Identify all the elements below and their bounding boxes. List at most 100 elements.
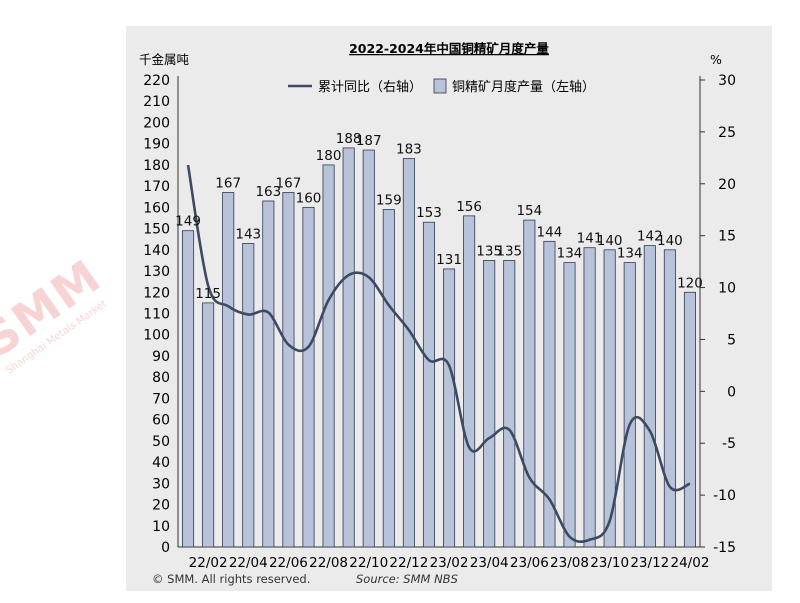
y-left-tick-label: 0 (161, 540, 170, 556)
y-left-tick-label: 130 (143, 264, 170, 280)
left-axis-unit: 千金属吨 (139, 52, 190, 67)
y-left-tick-label: 30 (152, 476, 170, 492)
x-tick-label: 23/10 (590, 555, 629, 571)
y-left-tick-label: 180 (143, 158, 170, 174)
bar-data-label: 144 (537, 224, 563, 240)
x-tick-label: 23/02 (430, 555, 469, 571)
bar (402, 158, 415, 548)
y-left-tick-label: 40 (152, 455, 170, 471)
bar-data-label: 134 (617, 246, 643, 262)
bar-data-label: 183 (396, 142, 422, 158)
y-left-tick-label: 100 (143, 328, 170, 344)
x-tick-label: 22/12 (389, 555, 428, 571)
y-left-tick-label: 220 (143, 73, 170, 89)
y-left-tick-label: 70 (152, 391, 170, 407)
bar (222, 192, 235, 548)
bar (683, 291, 696, 548)
bar (483, 260, 496, 548)
y-left-tick-label: 200 (143, 115, 170, 131)
y-left-tick-label: 90 (152, 349, 170, 365)
bar (382, 209, 395, 548)
bar-data-label: 167 (276, 176, 302, 192)
bar (202, 302, 215, 548)
y-left-tick-label: 10 (152, 519, 170, 535)
y-right-tick-label: 0 (727, 384, 736, 400)
y-left-tick-label: 140 (143, 243, 170, 259)
bar-data-label: 143 (235, 226, 261, 242)
y-left-tick-label: 20 (152, 498, 170, 514)
y-left-tick-label: 210 (143, 94, 170, 110)
bar-data-label: 180 (316, 148, 342, 164)
bar (262, 200, 275, 548)
copyright-text: © SMM. All rights reserved. (152, 572, 310, 586)
bar (282, 192, 295, 548)
bar (242, 243, 255, 548)
bar (543, 240, 556, 548)
bar-data-label: 188 (336, 131, 362, 147)
bar-data-label: 149 (175, 214, 201, 230)
bar-data-label: 140 (657, 233, 683, 249)
chart-title: 2022-2024年中国铜精矿月度产量 (349, 41, 549, 56)
x-tick-label: 23/06 (510, 555, 549, 571)
bar-data-label: 135 (476, 243, 502, 259)
y-right-tick-label: -5 (722, 436, 736, 452)
cumulative-yoy-line (186, 164, 691, 543)
bar-data-label: 120 (677, 275, 703, 291)
x-tick-label: 24/02 (671, 555, 710, 571)
bar (503, 260, 516, 548)
bar-data-label: 140 (597, 233, 623, 249)
x-tick-label: 23/08 (550, 555, 589, 571)
x-tick-label: 22/02 (189, 555, 228, 571)
y-left-tick-label: 150 (143, 222, 170, 238)
right-axis-unit: % (710, 52, 722, 67)
bar-data-label: 167 (215, 176, 241, 192)
x-tick-label: 22/08 (309, 555, 348, 571)
legend-bar-swatch (433, 78, 447, 94)
bar-data-label: 134 (557, 246, 583, 262)
y-right-tick-label: 15 (718, 229, 736, 245)
y-left-tick-label: 60 (152, 413, 170, 429)
y-right-tick-label: 10 (718, 281, 736, 297)
bar-data-label: 131 (436, 252, 462, 268)
bar-data-label: 160 (296, 190, 322, 206)
source-text: Source: SMM NBS (356, 572, 458, 586)
bar (422, 221, 435, 548)
y-right-tick-label: 5 (727, 332, 736, 348)
y-left-tick-label: 160 (143, 200, 170, 216)
bar-data-label: 142 (637, 229, 663, 245)
bar (623, 262, 636, 548)
y-right-tick-label: 25 (718, 125, 736, 141)
x-tick-label: 23/12 (630, 555, 669, 571)
bar-data-label: 159 (376, 192, 402, 208)
bar-data-label: 156 (456, 199, 482, 215)
bar (603, 249, 616, 548)
bar (302, 206, 315, 548)
bar-data-label: 163 (255, 184, 281, 200)
bar (342, 147, 355, 548)
bar-data-label: 135 (496, 243, 522, 259)
bar (663, 249, 676, 548)
y-right-tick-label: 30 (718, 73, 736, 89)
bar-data-label: 141 (577, 231, 603, 247)
bar (443, 268, 456, 548)
bar (362, 149, 375, 548)
y-right-tick-label: -15 (713, 540, 736, 556)
bar (463, 215, 476, 548)
y-left-tick-label: 170 (143, 179, 170, 195)
bar (322, 164, 335, 548)
bar (182, 230, 195, 548)
x-tick-label: 22/10 (349, 555, 388, 571)
bar-data-label: 187 (356, 133, 382, 149)
y-left-tick-label: 80 (152, 370, 170, 386)
y-left-tick-label: 120 (143, 285, 170, 301)
bar (643, 245, 656, 548)
y-left-tick-label: 110 (143, 307, 170, 323)
x-tick-label: 22/04 (229, 555, 268, 571)
legend-label-bar: 铜精矿月度产量（左轴） (452, 79, 595, 95)
bar-data-label: 153 (416, 205, 442, 221)
y-left-tick-label: 190 (143, 137, 170, 153)
chart-panel: 2022-2024年中国铜精矿月度产量 千金属吨% 0 10 20 30 40 50 60 70 8… (126, 26, 772, 591)
bar (563, 262, 576, 548)
